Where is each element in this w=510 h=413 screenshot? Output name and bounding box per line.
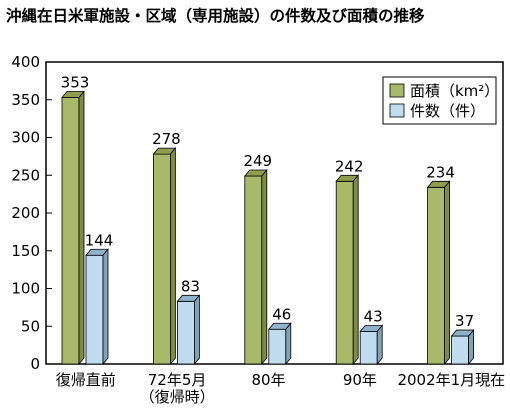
legend: 面積（km²） 件数（件）	[382, 76, 499, 125]
data-label: 144	[85, 231, 114, 249]
bar-front	[176, 300, 195, 365]
bar-side	[444, 180, 451, 366]
legend-label: 面積（km²）	[410, 82, 499, 100]
bar-front	[359, 331, 378, 365]
axes: 0 50 100 150 200 250 300 350 400 復帰直前 72年5月（復帰時） 80…	[11, 53, 505, 406]
y-tick-label: 50	[21, 317, 40, 335]
y-tick-label: 300	[11, 129, 40, 147]
data-label: 43	[364, 308, 383, 326]
legend-label: 件数（件）	[410, 102, 485, 120]
data-label: 234	[426, 163, 455, 181]
x-tick-label: 復帰直前	[56, 371, 116, 389]
y-tick-label: 400	[11, 53, 40, 71]
bar-front	[152, 153, 171, 365]
y-tick-label: 350	[11, 91, 40, 109]
y-tick-label: 0	[30, 355, 40, 373]
bar-front	[268, 328, 287, 365]
legend-swatch	[389, 83, 405, 98]
bar-front	[451, 335, 470, 365]
y-tick-label: 250	[11, 166, 40, 184]
bar-front	[335, 180, 354, 365]
y-tick-label: 200	[11, 204, 40, 222]
y-tick-label: 100	[11, 280, 40, 298]
bar-front	[427, 186, 446, 365]
bar-side	[285, 322, 292, 366]
data-label: 242	[335, 157, 364, 175]
data-label: 278	[152, 130, 181, 148]
data-label: 249	[243, 152, 272, 170]
data-labels: 353 144 278 83 249 46 242 43 234 37	[61, 73, 474, 330]
bar-front	[85, 254, 104, 365]
bar-side	[261, 168, 268, 366]
bar-front	[61, 97, 80, 365]
bar-side	[352, 174, 359, 366]
x-tick-label: 72年5月	[148, 371, 207, 389]
y-tick-label: 150	[11, 242, 40, 260]
bars	[61, 90, 475, 366]
bar-side	[102, 248, 109, 366]
data-label: 46	[272, 305, 291, 323]
data-label: 37	[455, 312, 474, 330]
data-label: 83	[181, 277, 200, 295]
x-tick-label: 90年	[343, 371, 377, 389]
bar-side	[78, 90, 85, 366]
legend-swatch	[389, 103, 405, 118]
bar-side	[468, 328, 475, 366]
x-tick-label: （復帰時）	[140, 388, 215, 406]
x-tick-label: 2002年1月現在	[397, 371, 505, 389]
bar-front	[244, 175, 263, 365]
bar-side	[376, 324, 383, 366]
bar-side	[169, 147, 176, 366]
data-label: 353	[61, 73, 90, 91]
bar-side	[193, 294, 200, 366]
x-tick-label: 80年	[251, 371, 285, 389]
chart-title: 沖縄在日米軍施設・区域（専用施設）の件数及び面積の推移	[6, 7, 425, 25]
